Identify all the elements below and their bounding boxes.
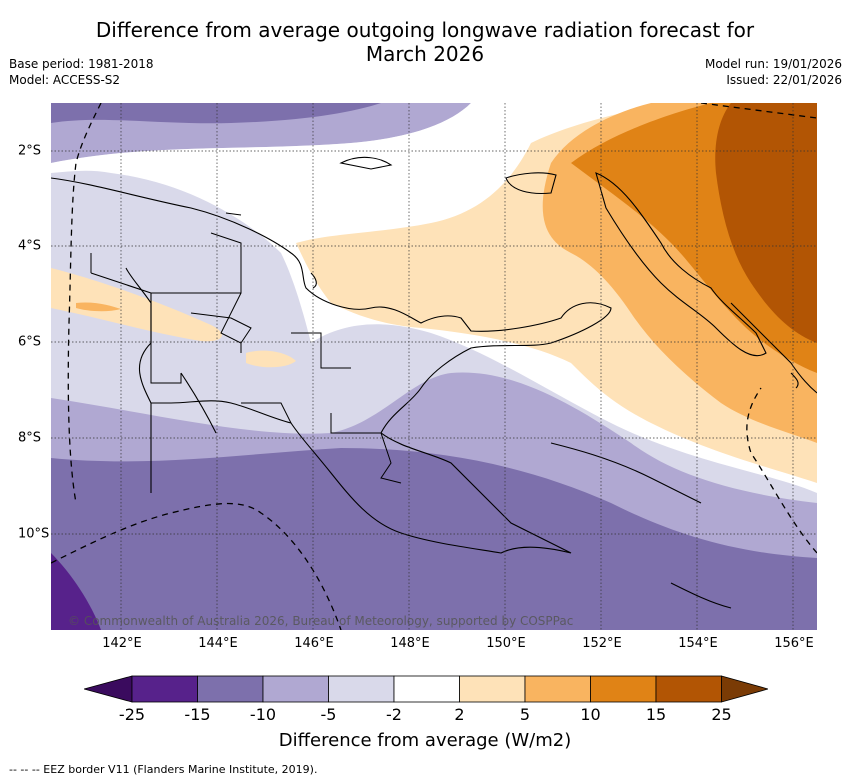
colorbar-tick-label: 15 — [645, 705, 667, 724]
lon-label: 142°E — [102, 636, 142, 651]
colorbar-tick-label: -5 — [320, 705, 337, 724]
colorbar-tick-label: -15 — [184, 705, 211, 724]
colorbar-segment — [393, 675, 460, 703]
colorbar-segment — [524, 675, 591, 703]
colorbar-segment — [459, 675, 526, 703]
base-period: Base period: 1981-2018 — [9, 57, 154, 71]
map-title: Difference from average outgoing longwav… — [0, 18, 850, 66]
issued-date: Issued: 22/01/2026 — [726, 73, 842, 87]
colorbar-tick-label: -25 — [118, 705, 146, 724]
field-south-dark — [51, 448, 817, 630]
model-name: Model: ACCESS-S2 — [9, 73, 121, 87]
colorbar-segment — [590, 675, 657, 703]
colorbar-segment — [328, 675, 395, 703]
lat-label: 10°S — [18, 526, 50, 542]
colorbar-tick-label: 10 — [580, 705, 601, 724]
field-southwest-deep — [51, 553, 101, 630]
lon-label: 152°E — [582, 636, 622, 651]
colorbar-segment — [197, 675, 264, 703]
meta-left: Base period: 1981-2018 Model: ACCESS-S2 — [9, 56, 154, 88]
field-top-dark-purple — [51, 103, 381, 124]
lon-label: 148°E — [390, 636, 430, 651]
title-line-1: Difference from average outgoing longwav… — [95, 18, 755, 42]
colorbar-segment — [262, 675, 329, 703]
lat-label: 8°S — [18, 430, 42, 446]
field-west-orange-pocket — [51, 268, 222, 342]
admin-borders — [90, 232, 402, 484]
colorbar — [84, 675, 768, 703]
lat-label: 2°S — [18, 143, 42, 159]
lat-label: 4°S — [18, 238, 42, 254]
lon-label: 156°E — [774, 636, 814, 651]
colorbar-extend-low — [84, 675, 133, 703]
field-brown — [715, 103, 817, 343]
colorbar-tick-label: 2 — [454, 705, 465, 724]
copyright-notice: © Commonwealth of Australia 2026, Bureau… — [68, 614, 574, 628]
meta-right: Model run: 19/01/2026 Issued: 22/01/2026 — [705, 56, 842, 88]
colorbar-tick-label: 25 — [711, 705, 732, 724]
lon-label: 154°E — [678, 636, 718, 651]
model-run: Model run: 19/01/2026 — [704, 57, 842, 71]
colorbar-extend-high — [721, 675, 768, 703]
colorbar-tick-label: -2 — [386, 705, 402, 724]
colorbar-segment — [655, 675, 722, 703]
lon-label: 144°E — [198, 636, 238, 651]
field-west-orange-pocket-2 — [246, 350, 296, 368]
colorbar-tick-label: -10 — [249, 705, 277, 724]
colorbar-segment — [131, 675, 198, 703]
lon-label: 146°E — [294, 636, 334, 651]
forecast-map — [51, 103, 817, 630]
graticule — [51, 103, 817, 630]
field-west-orange-core — [76, 302, 121, 312]
colorbar-tick-label: 5 — [519, 705, 531, 724]
lon-label: 150°E — [486, 636, 526, 651]
eez-legend: -- -- -- EEZ border V11 (Flanders Marine… — [9, 763, 318, 776]
colorbar-title: Difference from average (W/m2) — [278, 730, 572, 751]
eez-borders — [51, 103, 817, 630]
lat-label: 6°S — [18, 334, 42, 350]
title-line-2: March 2026 — [365, 42, 485, 66]
